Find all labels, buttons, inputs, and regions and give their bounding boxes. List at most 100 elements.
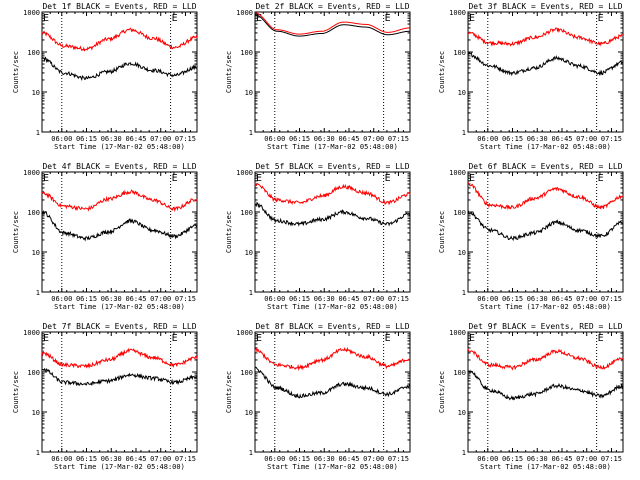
panel-title: Det 3f BLACK = Events, RED = LLD <box>468 2 622 11</box>
x-tick-label: 06:45 <box>338 135 359 143</box>
x-tick-label: 07:00 <box>150 135 171 143</box>
x-tick-label: 06:30 <box>101 295 122 303</box>
x-tick-label: 07:00 <box>576 295 597 303</box>
event-marker: E <box>172 173 178 184</box>
y-axis-label: Counts/sec <box>225 371 233 413</box>
x-tick-label: 06:00 <box>477 135 498 143</box>
x-tick-label: 06:30 <box>314 135 335 143</box>
panel-title: Det 4f BLACK = Events, RED = LLD <box>42 162 196 171</box>
event-marker: E <box>256 173 262 184</box>
y-tick-label: 10 <box>32 89 40 97</box>
event-marker: E <box>43 13 49 24</box>
plot-frame <box>41 171 198 293</box>
y-tick-label: 100 <box>27 209 40 217</box>
series-line-lld <box>41 27 198 52</box>
y-axis-label: Counts/sec <box>438 51 446 93</box>
panel-title: Det 1f BLACK = Events, RED = LLD <box>42 2 196 11</box>
x-tick-label: 06:30 <box>101 135 122 143</box>
panel-det-3f: Det 3f BLACK = Events, RED = LLD 1 10 100 10… <box>438 2 624 151</box>
y-tick-label: 1000 <box>449 9 466 17</box>
y-tick-label: 100 <box>27 49 40 57</box>
panel-title: Det 6f BLACK = Events, RED = LLD <box>468 162 622 171</box>
x-tick-label: 07:15 <box>601 135 622 143</box>
event-marker: E <box>385 13 391 24</box>
y-tick-label: 10 <box>32 249 40 257</box>
series-line-lld <box>467 182 624 211</box>
panel-det-1f: Det 1f BLACK = Events, RED = LLD 1 10 100 10… <box>12 2 198 151</box>
y-tick-label: 10 <box>245 249 253 257</box>
x-tick-label: 06:00 <box>51 135 72 143</box>
x-tick-label: 06:30 <box>527 295 548 303</box>
series-line-events <box>41 56 198 82</box>
plot-frame <box>467 11 624 133</box>
x-axis-label: Start Time (17-Mar-02 05:48:00) <box>54 303 185 311</box>
x-axis-label: Start Time (17-Mar-02 05:48:00) <box>267 303 398 311</box>
x-axis-label: Start Time (17-Mar-02 05:48:00) <box>480 303 611 311</box>
y-tick-label: 100 <box>240 209 253 217</box>
y-tick-label: 1 <box>462 449 466 457</box>
x-tick-label: 07:00 <box>576 455 597 463</box>
x-tick-label: 06:00 <box>264 455 285 463</box>
plot-frame <box>467 331 624 453</box>
event-marker: E <box>598 333 604 344</box>
panel-det-8f: Det 8f BLACK = Events, RED = LLD 1 10 100 10… <box>225 322 411 471</box>
x-axis-label: Start Time (17-Mar-02 05:48:00) <box>267 143 398 151</box>
series-line-events <box>41 367 198 387</box>
y-tick-label: 100 <box>240 49 253 57</box>
y-tick-label: 100 <box>453 209 466 217</box>
x-tick-label: 06:15 <box>76 455 97 463</box>
x-tick-label: 06:00 <box>51 295 72 303</box>
y-tick-label: 1 <box>36 289 40 297</box>
y-tick-label: 1000 <box>23 169 40 177</box>
x-tick-label: 06:30 <box>314 295 335 303</box>
event-marker: E <box>172 333 178 344</box>
y-tick-label: 1000 <box>236 329 253 337</box>
plot-frame <box>254 171 411 293</box>
event-marker: E <box>43 173 49 184</box>
y-tick-label: 10 <box>458 249 466 257</box>
x-tick-label: 06:45 <box>125 135 146 143</box>
x-tick-label: 06:00 <box>477 295 498 303</box>
x-tick-label: 07:00 <box>150 295 171 303</box>
series-line-events <box>254 201 411 227</box>
series-line-lld <box>41 347 198 369</box>
y-tick-label: 1000 <box>236 9 253 17</box>
panel-det-9f: Det 9f BLACK = Events, RED = LLD 1 10 100 10… <box>438 322 624 471</box>
event-marker: E <box>172 13 178 24</box>
y-tick-label: 1 <box>462 289 466 297</box>
event-marker: E <box>469 13 475 24</box>
series-line-lld <box>254 183 411 206</box>
series-line-events <box>467 51 624 77</box>
event-marker: E <box>469 333 475 344</box>
x-tick-label: 06:00 <box>477 455 498 463</box>
y-tick-label: 100 <box>453 49 466 57</box>
y-tick-label: 10 <box>458 89 466 97</box>
y-tick-label: 10 <box>32 409 40 417</box>
x-axis-label: Start Time (17-Mar-02 05:48:00) <box>480 463 611 471</box>
y-tick-label: 1000 <box>449 169 466 177</box>
y-axis-label: Counts/sec <box>438 371 446 413</box>
series-line-lld <box>41 189 198 213</box>
x-tick-label: 07:00 <box>363 455 384 463</box>
x-tick-label: 06:00 <box>51 455 72 463</box>
x-tick-label: 06:15 <box>289 135 310 143</box>
y-tick-label: 1 <box>462 129 466 137</box>
panel-det-5f: Det 5f BLACK = Events, RED = LLD 1 10 100 10… <box>225 162 411 311</box>
event-marker: E <box>385 173 391 184</box>
series-line-lld <box>467 348 624 371</box>
x-tick-label: 06:15 <box>289 455 310 463</box>
plot-frame <box>41 331 198 453</box>
x-tick-label: 06:45 <box>551 135 572 143</box>
x-tick-label: 07:15 <box>175 295 196 303</box>
y-tick-label: 1000 <box>23 9 40 17</box>
panel-title: Det 9f BLACK = Events, RED = LLD <box>468 322 622 331</box>
x-tick-label: 06:45 <box>551 295 572 303</box>
y-axis-label: Counts/sec <box>225 211 233 253</box>
series-line-lld <box>254 346 411 372</box>
x-tick-label: 07:15 <box>601 295 622 303</box>
y-tick-label: 1000 <box>23 329 40 337</box>
x-tick-label: 06:00 <box>264 135 285 143</box>
series-line-lld <box>254 12 411 35</box>
plot-frame <box>467 171 624 293</box>
